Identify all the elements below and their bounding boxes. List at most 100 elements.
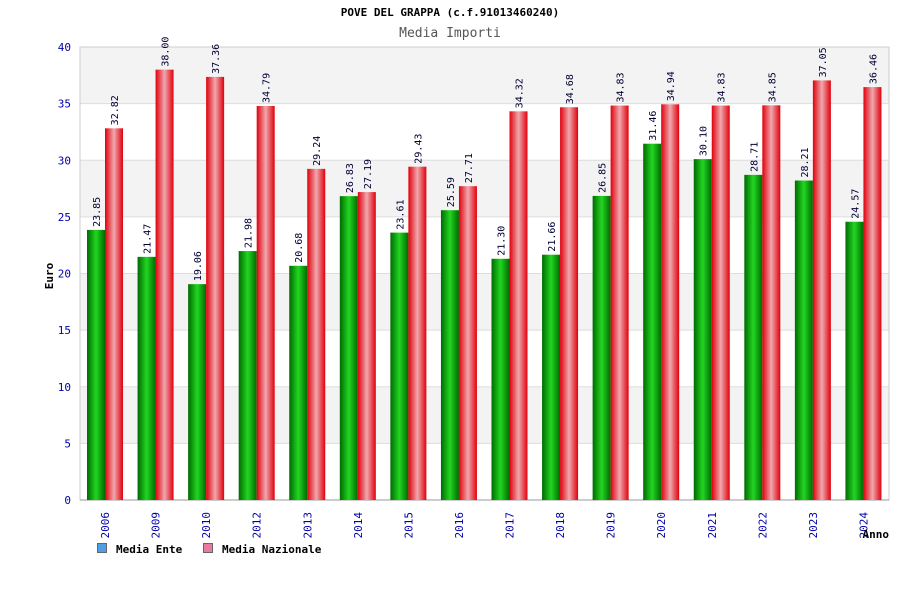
data-label: 19.06 [193,251,204,281]
data-label: 26.83 [345,163,356,193]
bar-media-ente [845,221,864,500]
data-label: 37.36 [211,44,222,74]
chart-title: POVE DEL GRAPPA (c.f.91013460240) [341,6,560,19]
x-tick-label: 2013 [301,512,314,539]
data-label: 23.61 [395,200,406,230]
y-tick-label: 20 [58,268,71,281]
data-label: 21.30 [497,226,508,256]
legend: Media Ente [97,543,182,556]
bar-media-ente [592,195,611,500]
x-tick-label: 2019 [605,512,618,539]
data-label: 23.85 [92,197,103,227]
x-tick-label: 2015 [402,512,415,539]
data-label: 32.82 [110,95,121,125]
x-tick-label: 2022 [756,512,769,539]
legend-swatch-media-ente [97,543,107,553]
data-label: 21.98 [244,218,255,248]
data-label: 26.85 [598,163,609,193]
data-label: 28.21 [800,147,811,177]
bar-media-nazionale [256,106,275,501]
y-tick-label: 35 [58,98,71,111]
bar-media-nazionale [762,105,781,500]
bar-media-ente [440,210,459,501]
data-label: 38.00 [161,37,172,67]
x-tick-label: 2016 [453,512,466,539]
x-tick-label: 2010 [200,512,213,539]
data-label: 27.19 [363,159,374,189]
bar-media-ente [339,196,358,500]
bar-media-ente [693,159,712,500]
y-tick-label: 0 [64,494,71,507]
bar-media-nazionale [357,192,376,501]
x-tick-label: 2023 [807,512,820,539]
data-label: 29.24 [312,136,323,166]
bar-media-nazionale [105,128,123,500]
x-tick-label: 2009 [150,512,163,539]
chart-subtitle: Media Importi [399,26,501,41]
x-tick-label: 2006 [99,512,112,539]
y-tick-label: 25 [58,211,71,224]
bar-media-nazionale [863,87,882,500]
bar-media-ente [643,143,662,500]
x-tick-label: 2021 [706,512,719,539]
data-label: 28.71 [749,142,760,172]
bars [87,69,882,501]
bar-media-ente [238,251,257,500]
y-axis-label: Euro [43,262,56,289]
legend-label-media-nazionale: Media Nazionale [222,543,322,556]
bar-media-nazionale [610,105,629,501]
data-label: 36.46 [868,54,879,84]
bar-media-nazionale [408,166,427,500]
legend-label-media-ente: Media Ente [116,543,183,556]
bar-media-nazionale [206,76,225,500]
data-label: 34.32 [515,78,526,108]
data-label: 20.68 [294,233,305,263]
y-tick-label: 40 [58,41,71,54]
x-tick-label: 2020 [655,512,668,539]
data-label: 34.68 [565,74,576,104]
data-label: 21.66 [547,222,558,252]
bar-media-ente [188,284,207,500]
bar-media-nazionale [661,104,680,500]
data-labels: 23.85 32.82 21.47 38.00 19.06 37.36 21.98 34.79… [92,37,879,282]
legend-swatch-media-nazionale [203,543,213,553]
bar-media-nazionale [509,111,528,501]
data-label: 31.46 [648,111,659,141]
data-label: 30.10 [699,126,710,156]
data-label: 37.05 [818,47,829,77]
data-label: 34.79 [262,73,273,103]
y-tick-label: 5 [64,437,71,450]
x-tick-label: 2018 [554,512,567,539]
bar-media-nazionale [711,105,730,501]
data-label: 21.47 [143,224,154,254]
y-tick-label: 30 [58,154,71,167]
x-tick-label: 2014 [352,512,365,539]
y-tick-label: 15 [58,324,71,337]
bar-media-ente [794,180,813,501]
bar-media-nazionale [458,186,477,500]
bar-media-nazionale [307,168,326,500]
data-label: 25.59 [446,177,457,207]
bar-media-nazionale [812,80,831,500]
bar-media-ente [491,258,510,500]
data-label: 27.71 [464,153,475,183]
bar-media-ente [87,229,105,500]
x-tick-label: 2024 [857,512,870,539]
legend-item-2: Media Nazionale [203,543,321,556]
x-tick-label: 2017 [504,512,517,539]
tick-labels: 0 5 10 15 20 25 30 35 40 2006 2009 2010 2012 2013 2014… [58,41,871,539]
bar-media-ente [744,174,763,500]
data-label: 24.57 [850,189,861,219]
bar-media-nazionale [155,69,174,501]
data-label: 34.83 [717,72,728,102]
bar-media-ente [289,265,308,500]
x-axis-label: Anno [863,528,890,541]
y-tick-label: 10 [58,381,71,394]
x-tick-label: 2012 [251,512,264,539]
data-label: 29.43 [413,134,424,164]
bar-media-ente [390,232,409,500]
bar-media-ente [542,254,561,500]
bar-media-ente [137,256,156,500]
data-label: 34.85 [767,72,778,102]
